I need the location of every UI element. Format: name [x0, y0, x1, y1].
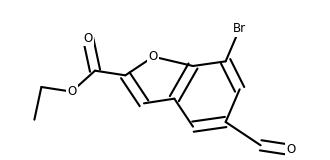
Text: O: O — [149, 50, 158, 63]
Text: O: O — [67, 85, 76, 98]
Text: O: O — [286, 144, 296, 156]
Text: Br: Br — [233, 22, 246, 35]
Text: O: O — [83, 32, 93, 44]
